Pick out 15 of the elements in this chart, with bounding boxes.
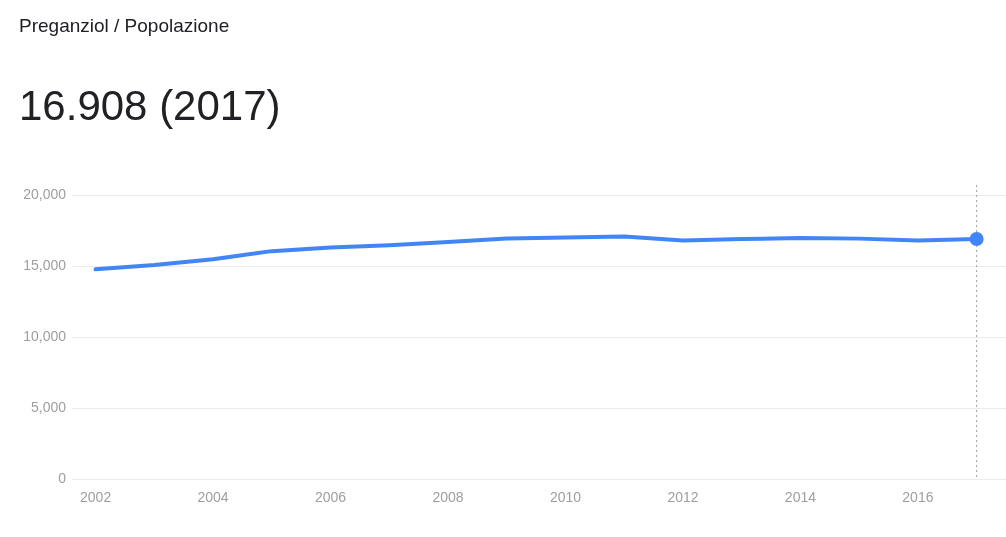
x-tick-label: 2008 [432,489,464,506]
x-tick-label: 2002 [80,489,112,506]
y-tick-label: 5,000 [30,399,67,416]
x-tick-label: 2010 [549,489,582,506]
y-tick-label: 10,000 [23,327,67,344]
chart-title: Preganziol / Popolazione [19,15,230,37]
x-tick-label: 2012 [667,489,699,506]
y-tick-label: 0 [58,470,67,487]
x-tick-label: 2006 [314,489,347,506]
y-tick-label: 15,000 [23,256,67,273]
text: 16.908 (2017) [19,82,281,130]
x-tick-label: 2004 [197,489,229,506]
y-tick-label: 20,000 [23,185,67,202]
x-tick-label: 2014 [784,489,817,506]
x-tick-label: 2016 [902,489,934,506]
